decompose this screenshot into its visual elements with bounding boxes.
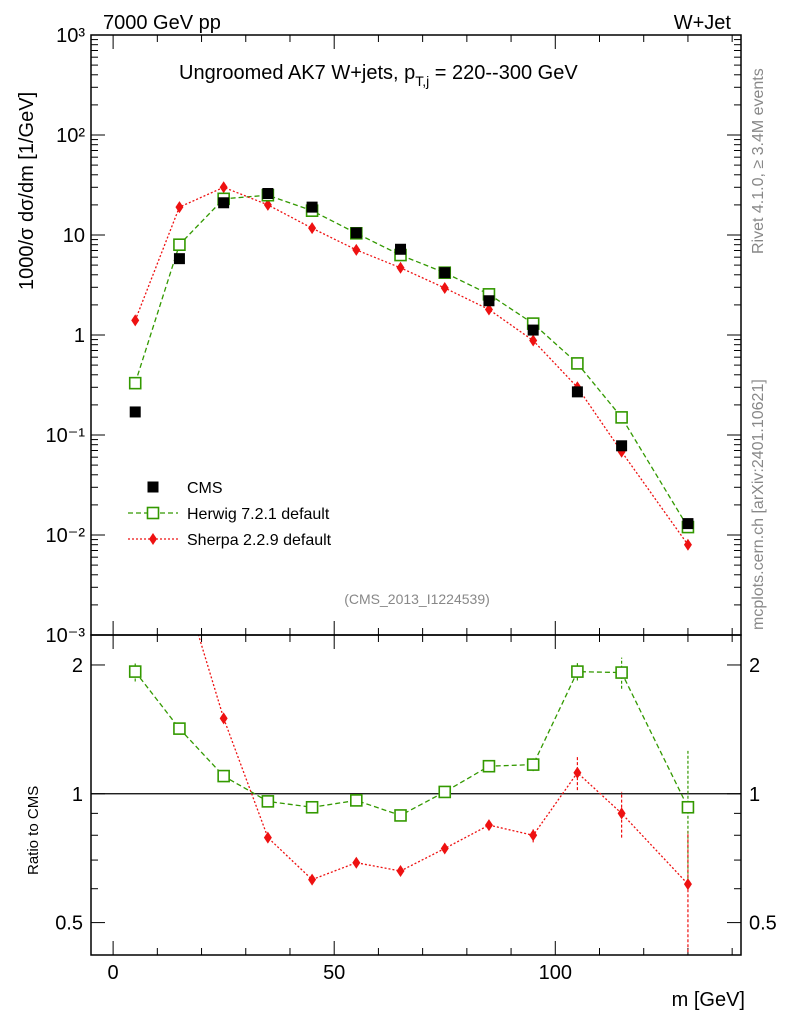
sherpa-point	[131, 314, 140, 327]
main-y-axis-title: 1000/σ dσ/dm [1/GeV]	[16, 92, 38, 290]
cms-point	[350, 227, 362, 239]
legend-cms-marker	[147, 481, 159, 493]
header-right: W+Jet	[674, 12, 732, 34]
herwig-point	[571, 357, 584, 370]
herwig-ratio-point	[217, 769, 230, 783]
sherpa-point	[308, 222, 317, 235]
ratio-y-tick-label-right: 1	[749, 784, 760, 806]
mcplots-label: mcplots.cern.ch [arXiv:2401.10621]	[750, 379, 767, 630]
sherpa-ratio-point	[617, 807, 626, 820]
main-title: Ungroomed AK7 W+jets, pT,j = 220--300 Ge…	[179, 62, 578, 89]
legend-label: Sherpa 2.2.9 default	[187, 532, 332, 549]
ratio-panel-series	[128, 635, 695, 955]
ratio-y-tick-label-right: 2	[749, 655, 760, 677]
herwig-point	[615, 411, 628, 424]
herwig-ratio-point	[526, 758, 540, 771]
herwig-ratio-point	[128, 665, 142, 678]
herwig-line	[134, 194, 689, 528]
herwig-ratio-point	[173, 722, 186, 735]
cms-point	[616, 440, 628, 452]
legend-label: Herwig 7.2.1 default	[187, 506, 330, 523]
main-y-tick-label: 10²	[56, 125, 85, 147]
ratio-y-tick-label: 2	[72, 655, 83, 677]
herwig-ratio-point	[681, 800, 695, 814]
sherpa-point	[175, 201, 184, 214]
sherpa-point	[396, 261, 405, 274]
x-axis-title: m [GeV]	[672, 989, 745, 1011]
ratio-y-tick-label: 0.5	[55, 913, 83, 935]
sherpa-point	[219, 181, 228, 194]
sherpa-point	[683, 538, 692, 551]
x-tick-label: 50	[323, 962, 345, 984]
cms-point	[527, 324, 539, 336]
herwig-ratio-point	[261, 795, 275, 808]
sherpa-ratio-point	[396, 865, 405, 878]
herwig-ratio-point	[305, 800, 319, 814]
main-y-tick-label: 10	[63, 225, 85, 247]
sherpa-ratio-point	[529, 829, 538, 842]
legend-herwig-marker	[146, 506, 160, 520]
herwig-ratio-point	[394, 809, 407, 822]
rivet-version-label: Rivet 4.1.0, ≥ 3.4M events	[750, 68, 767, 254]
sherpa-ratio-point	[683, 878, 692, 891]
sherpa-ratio-line	[197, 635, 689, 885]
sherpa-ratio-point	[484, 819, 493, 832]
cms-point	[218, 197, 230, 209]
herwig-ratio-point	[482, 759, 496, 773]
sherpa-point	[484, 303, 493, 316]
main-y-tick-label: 10³	[56, 25, 85, 47]
cms-point	[173, 253, 185, 265]
sherpa-ratio-point	[263, 831, 272, 844]
sherpa-ratio-point	[219, 712, 228, 725]
ratio-series-clipped	[128, 635, 695, 955]
ratio-panel-axes: 0 50 100 0.5 0.5 1 1 2 2	[55, 635, 777, 984]
sherpa-point	[440, 282, 449, 295]
sherpa-ratio-point	[440, 842, 449, 855]
legend-sherpa-marker	[149, 533, 157, 545]
header-left: 7000 GeV pp	[103, 12, 221, 34]
ratio-y-axis-title: Ratio to CMS	[25, 786, 42, 875]
main-y-tick-label: 10⁻¹	[46, 425, 86, 447]
ratio-y-tick-label: 1	[72, 784, 83, 806]
cms-point	[483, 295, 495, 307]
main-y-tick-label: 1	[74, 325, 85, 347]
herwig-ratio-point	[350, 794, 363, 807]
x-tick-label: 0	[108, 962, 119, 984]
legend: CMS Herwig 7.2.1 default Sherpa 2.2.9 defa…	[128, 480, 332, 549]
herwig-ratio-point	[438, 785, 452, 799]
sherpa-ratio-point	[308, 873, 317, 886]
sherpa-point	[352, 243, 361, 256]
cms-point	[395, 243, 407, 255]
sherpa-point	[529, 334, 538, 347]
cms-point	[682, 518, 694, 530]
cms-point	[262, 188, 274, 200]
legend-label: CMS	[187, 480, 223, 497]
herwig-point	[173, 238, 186, 251]
herwig-point	[128, 376, 142, 390]
cms-point	[129, 406, 141, 418]
main-y-tick-label: 10⁻³	[46, 625, 86, 647]
main-panel-series	[128, 181, 695, 551]
cms-point	[439, 267, 451, 279]
analysis-watermark: (CMS_2013_I1224539)	[344, 591, 490, 607]
herwig-ratio-point	[571, 665, 584, 678]
cms-point	[306, 201, 318, 213]
herwig-ratio-point	[615, 666, 628, 679]
sherpa-ratio-point	[573, 766, 582, 779]
main-y-tick-label: 10⁻²	[46, 525, 86, 547]
cms-point	[571, 386, 583, 398]
x-tick-label: 100	[539, 962, 572, 984]
sherpa-point	[263, 198, 272, 211]
ratio-y-tick-label-right: 0.5	[749, 913, 777, 935]
sherpa-ratio-point	[352, 856, 361, 869]
ratio-panel-frame	[90, 634, 742, 956]
